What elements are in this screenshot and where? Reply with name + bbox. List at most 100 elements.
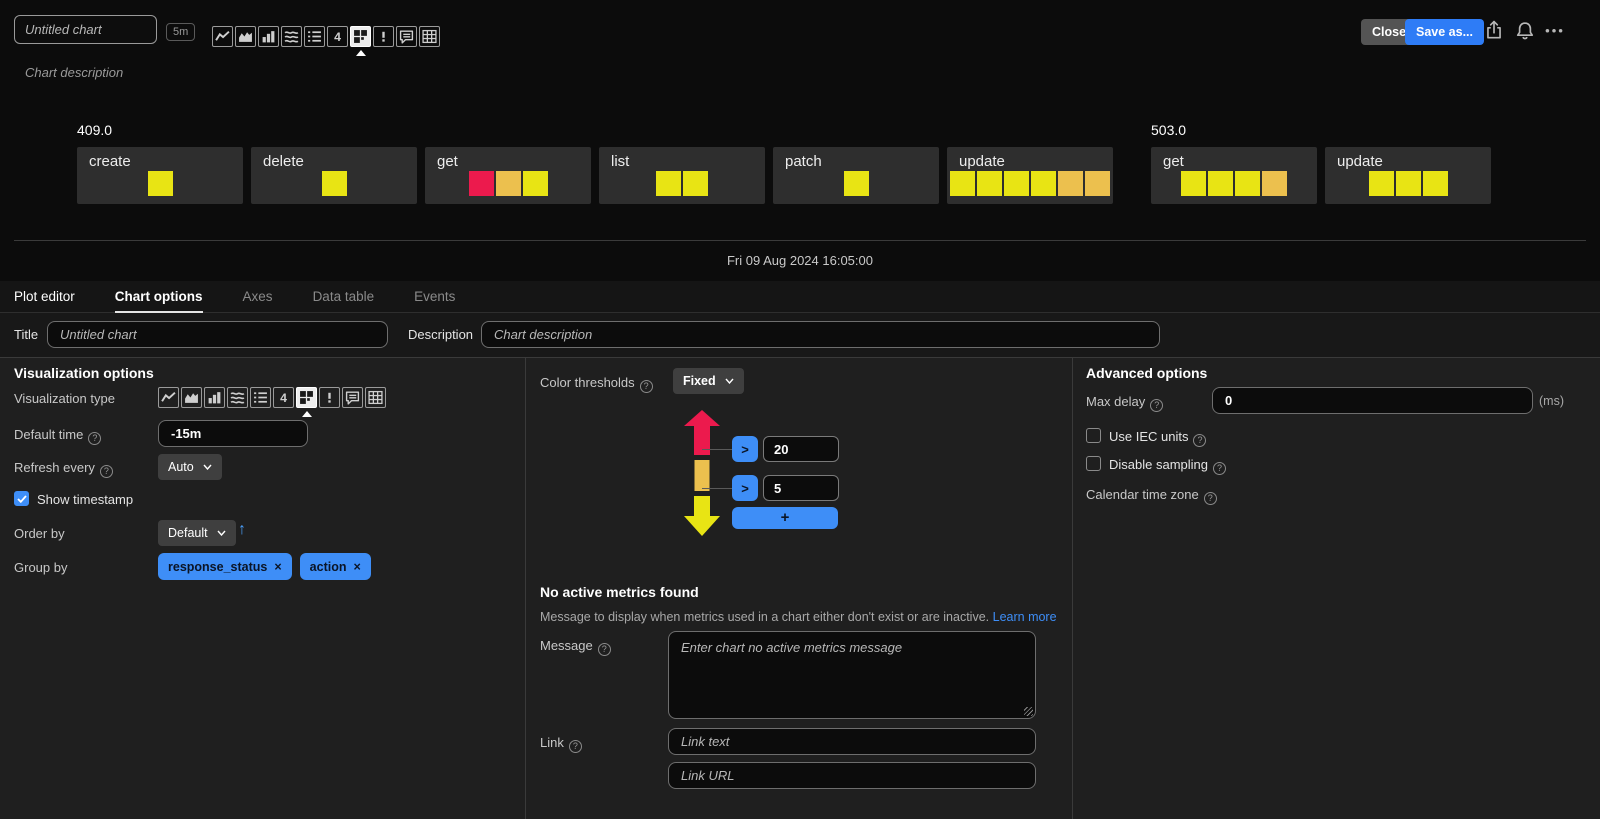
ellipsis-icon[interactable] [1543, 22, 1565, 44]
description-input[interactable] [481, 321, 1160, 348]
heatmap-cell-yellow[interactable] [1422, 171, 1448, 196]
order-by-select[interactable]: Default [158, 520, 236, 546]
single-value-icon[interactable]: 4 [273, 387, 294, 408]
save-as-button[interactable]: Save as... [1405, 19, 1484, 45]
add-threshold-button[interactable]: + [732, 507, 838, 529]
tab-axes[interactable]: Axes [242, 289, 273, 304]
heatmap-cell-yellow[interactable] [977, 171, 1002, 196]
disable-sampling-checkbox[interactable] [1086, 456, 1101, 471]
heatmap-cell-yellow[interactable] [522, 171, 548, 196]
heatmap-cell-yellow[interactable] [1368, 171, 1394, 196]
help-icon[interactable]: ? [88, 431, 102, 445]
group-by-tag-action[interactable]: action × [299, 553, 371, 580]
text-note-icon[interactable] [396, 26, 417, 47]
list-icon[interactable] [304, 26, 325, 47]
table-icon[interactable] [419, 26, 440, 47]
sort-direction-toggle[interactable]: ↑ [238, 521, 246, 538]
table-icon[interactable] [365, 387, 386, 408]
help-icon[interactable]: ? [597, 642, 611, 656]
tab-chart-options[interactable]: Chart options [114, 281, 203, 313]
heatmap-icon[interactable] [350, 26, 371, 56]
textarea-resize-handle[interactable] [1024, 707, 1033, 716]
column-chart-icon[interactable] [258, 26, 279, 47]
heatmap-tile-name: patch [785, 153, 822, 170]
line-chart-icon[interactable] [212, 26, 233, 47]
help-icon[interactable]: ? [568, 739, 582, 753]
heatmap-icon[interactable] [296, 387, 317, 417]
tab-data-table[interactable]: Data table [312, 289, 375, 304]
heatmap-tile[interactable]: update [947, 147, 1113, 204]
help-icon[interactable]: ? [99, 464, 113, 478]
heatmap-tile-name: delete [263, 153, 304, 170]
event-feed-icon[interactable] [373, 26, 394, 47]
description-label: Description [408, 327, 474, 342]
remove-tag-icon[interactable]: × [274, 559, 282, 574]
message-textarea[interactable] [668, 631, 1036, 719]
line-chart-icon[interactable] [158, 387, 179, 408]
heatmap-cell-yellow[interactable] [321, 171, 347, 196]
learn-more-link[interactable]: Learn more [992, 610, 1057, 624]
threshold-row: > [732, 475, 839, 501]
stream-chart-icon[interactable] [227, 387, 248, 408]
threshold-mode-select[interactable]: Fixed [673, 368, 744, 394]
use-iec-units-checkbox[interactable] [1086, 428, 1101, 443]
heatmap-tile[interactable]: update [1325, 147, 1491, 204]
heatmap-tile[interactable]: patch [773, 147, 939, 204]
heatmap-cell-yellow[interactable] [843, 171, 869, 196]
single-value-icon[interactable]: 4 [327, 26, 348, 47]
bell-icon[interactable] [1514, 20, 1536, 42]
area-chart-icon[interactable] [181, 387, 202, 408]
refresh-every-select[interactable]: Auto [158, 454, 222, 480]
heatmap-tile[interactable]: create [77, 147, 243, 204]
list-icon[interactable] [250, 387, 271, 408]
heatmap-cell-yellow[interactable] [656, 171, 681, 196]
heatmap-cell-orange[interactable] [1262, 171, 1287, 196]
threshold-value-input[interactable] [763, 475, 839, 501]
tab-events[interactable]: Events [414, 289, 456, 304]
heatmap-tile[interactable]: get [425, 147, 591, 204]
heatmap-cell-yellow[interactable] [147, 171, 173, 196]
disable-sampling-label: Disable sampling? [1109, 457, 1226, 475]
link-url-input[interactable] [668, 762, 1036, 789]
heatmap-cell-yellow[interactable] [1208, 171, 1233, 196]
heatmap-tile[interactable]: get [1151, 147, 1317, 204]
heatmap-cell-yellow[interactable] [683, 171, 708, 196]
heatmap-cell-orange[interactable] [1085, 171, 1110, 196]
stream-chart-icon[interactable] [281, 26, 302, 47]
share-icon[interactable] [1483, 19, 1505, 41]
help-icon[interactable]: ? [639, 379, 653, 393]
help-icon[interactable]: ? [1193, 433, 1207, 447]
column-chart-icon[interactable] [204, 387, 225, 408]
heatmap-cell-yellow[interactable] [1031, 171, 1056, 196]
heatmap-tile[interactable]: list [599, 147, 765, 204]
heatmap-cell-red[interactable] [468, 171, 494, 196]
heatmap-cell-yellow[interactable] [1004, 171, 1029, 196]
link-text-input[interactable] [668, 728, 1036, 755]
area-chart-icon[interactable] [235, 26, 256, 47]
group-by-tag-response_status[interactable]: response_status × [158, 553, 292, 580]
threshold-value-input[interactable] [763, 436, 839, 462]
heatmap-cell-orange[interactable] [495, 171, 521, 196]
heatmap-tile[interactable]: delete [251, 147, 417, 204]
title-input[interactable] [47, 321, 388, 348]
heatmap-cell-yellow[interactable] [1395, 171, 1421, 196]
help-icon[interactable]: ? [1150, 398, 1164, 412]
threshold-operator-button[interactable]: > [732, 475, 758, 501]
message-label: Message? [540, 638, 611, 656]
chart-title-input[interactable] [14, 15, 157, 44]
default-time-input[interactable] [158, 420, 308, 447]
heatmap-chart: 409.0 create delete get list patch update 503.0… [77, 122, 1491, 204]
heatmap-cell-yellow[interactable] [950, 171, 975, 196]
heatmap-cell-yellow[interactable] [1235, 171, 1260, 196]
help-icon[interactable]: ? [1203, 491, 1217, 505]
max-delay-input[interactable] [1212, 387, 1533, 414]
heatmap-cell-yellow[interactable] [1181, 171, 1206, 196]
tab-plot-editor[interactable]: Plot editor [14, 289, 75, 304]
show-timestamp-checkbox[interactable] [14, 491, 29, 506]
event-feed-icon[interactable] [319, 387, 340, 408]
help-icon[interactable]: ? [1213, 461, 1226, 475]
remove-tag-icon[interactable]: × [353, 559, 361, 574]
heatmap-cell-orange[interactable] [1058, 171, 1083, 196]
text-note-icon[interactable] [342, 387, 363, 408]
threshold-operator-button[interactable]: > [732, 436, 758, 462]
